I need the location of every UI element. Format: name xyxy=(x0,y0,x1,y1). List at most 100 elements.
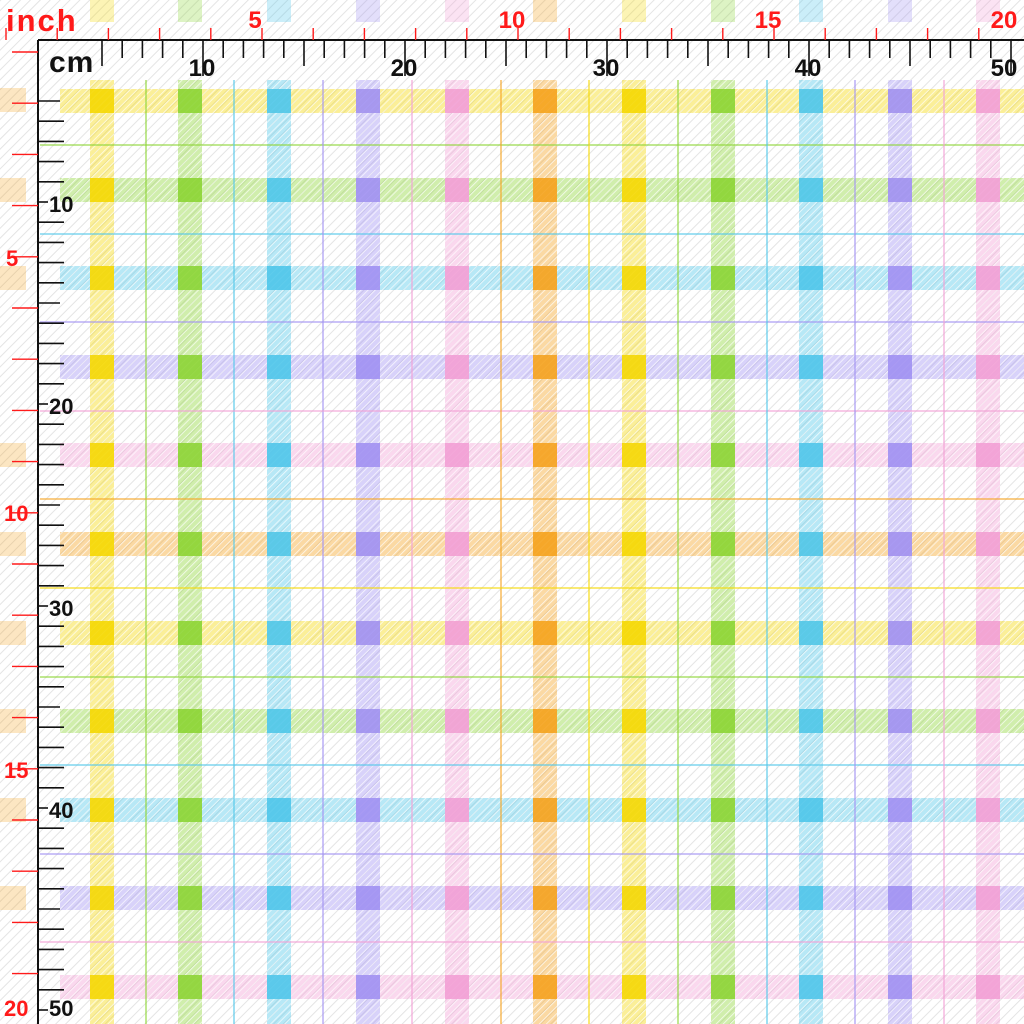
edge-swatch xyxy=(799,0,823,22)
intersection-square xyxy=(888,266,912,290)
intersection-square xyxy=(445,266,469,290)
intersection-square xyxy=(622,975,646,999)
edge-swatch xyxy=(0,886,26,910)
intersection-square xyxy=(976,178,1000,202)
edge-swatch xyxy=(178,0,202,22)
intersection-square xyxy=(533,532,557,556)
intersection-square xyxy=(622,886,646,910)
intersection-square xyxy=(711,178,735,202)
intersection-square xyxy=(533,89,557,113)
intersection-square xyxy=(356,443,380,467)
intersection-square xyxy=(445,709,469,733)
intersection-square xyxy=(356,355,380,379)
intersection-square xyxy=(888,355,912,379)
intersection-square xyxy=(888,532,912,556)
intersection-square xyxy=(799,532,823,556)
edge-swatch xyxy=(533,0,557,22)
intersection-square xyxy=(267,798,291,822)
edge-swatch xyxy=(267,0,291,22)
intersection-square xyxy=(799,266,823,290)
cm-top-label: 10 xyxy=(189,55,216,82)
intersection-square xyxy=(445,89,469,113)
intersection-square xyxy=(976,886,1000,910)
intersection-square xyxy=(533,621,557,645)
edge-swatch xyxy=(0,621,26,645)
intersection-square xyxy=(533,178,557,202)
intersection-square xyxy=(533,798,557,822)
intersection-square xyxy=(267,178,291,202)
intersection-square xyxy=(976,355,1000,379)
intersection-square xyxy=(711,798,735,822)
intersection-square xyxy=(267,975,291,999)
cm-top-label: 50 xyxy=(991,55,1018,82)
intersection-square xyxy=(178,621,202,645)
intersection-square xyxy=(533,266,557,290)
intersection-square xyxy=(356,709,380,733)
intersection-square xyxy=(178,886,202,910)
intersection-square xyxy=(976,621,1000,645)
intersection-square xyxy=(799,178,823,202)
intersection-square xyxy=(711,355,735,379)
intersection-square xyxy=(976,709,1000,733)
intersection-square xyxy=(90,355,114,379)
intersection-square xyxy=(356,266,380,290)
edge-swatch xyxy=(90,0,114,22)
intersection-square xyxy=(799,798,823,822)
intersection-square xyxy=(90,709,114,733)
intersection-square xyxy=(178,89,202,113)
inch-side-label: 15 xyxy=(4,758,28,783)
intersection-square xyxy=(267,709,291,733)
edge-swatch xyxy=(711,0,735,22)
intersection-square xyxy=(267,532,291,556)
intersection-square xyxy=(711,709,735,733)
intersection-square xyxy=(711,621,735,645)
intersection-square xyxy=(711,266,735,290)
intersection-square xyxy=(799,355,823,379)
cm-side-label: 10 xyxy=(49,192,73,217)
intersection-square xyxy=(799,443,823,467)
intersection-square xyxy=(799,709,823,733)
intersection-square xyxy=(178,532,202,556)
intersection-square xyxy=(533,975,557,999)
cm-side-label: 50 xyxy=(49,996,73,1021)
intersection-square xyxy=(533,355,557,379)
cm-top-label: 30 xyxy=(593,55,620,82)
inch-top-label: 5 xyxy=(248,7,261,34)
intersection-square xyxy=(976,443,1000,467)
edge-swatch xyxy=(356,0,380,22)
intersection-square xyxy=(356,975,380,999)
intersection-square xyxy=(799,975,823,999)
edge-swatch xyxy=(0,266,26,290)
intersection-square xyxy=(888,621,912,645)
edge-swatch xyxy=(0,798,26,822)
intersection-square xyxy=(90,621,114,645)
intersection-square xyxy=(888,709,912,733)
intersection-square xyxy=(799,886,823,910)
intersection-square xyxy=(888,178,912,202)
edge-swatch xyxy=(0,532,26,556)
intersection-square xyxy=(888,798,912,822)
inch-side-label: 10 xyxy=(4,501,28,526)
intersection-square xyxy=(356,178,380,202)
intersection-square xyxy=(267,89,291,113)
edge-swatch xyxy=(888,0,912,22)
intersection-square xyxy=(178,178,202,202)
intersection-square xyxy=(799,89,823,113)
intersection-square xyxy=(622,355,646,379)
inch-top-label: 15 xyxy=(755,7,782,34)
intersection-square xyxy=(267,886,291,910)
intersection-square xyxy=(711,532,735,556)
intersection-square xyxy=(267,266,291,290)
intersection-square xyxy=(90,798,114,822)
intersection-square xyxy=(90,89,114,113)
intersection-square xyxy=(90,886,114,910)
intersection-square xyxy=(976,975,1000,999)
intersection-square xyxy=(445,355,469,379)
intersection-square xyxy=(445,886,469,910)
intersection-square xyxy=(622,621,646,645)
edge-swatch xyxy=(0,709,26,733)
intersection-square xyxy=(267,621,291,645)
intersection-square xyxy=(888,443,912,467)
intersection-square xyxy=(90,532,114,556)
